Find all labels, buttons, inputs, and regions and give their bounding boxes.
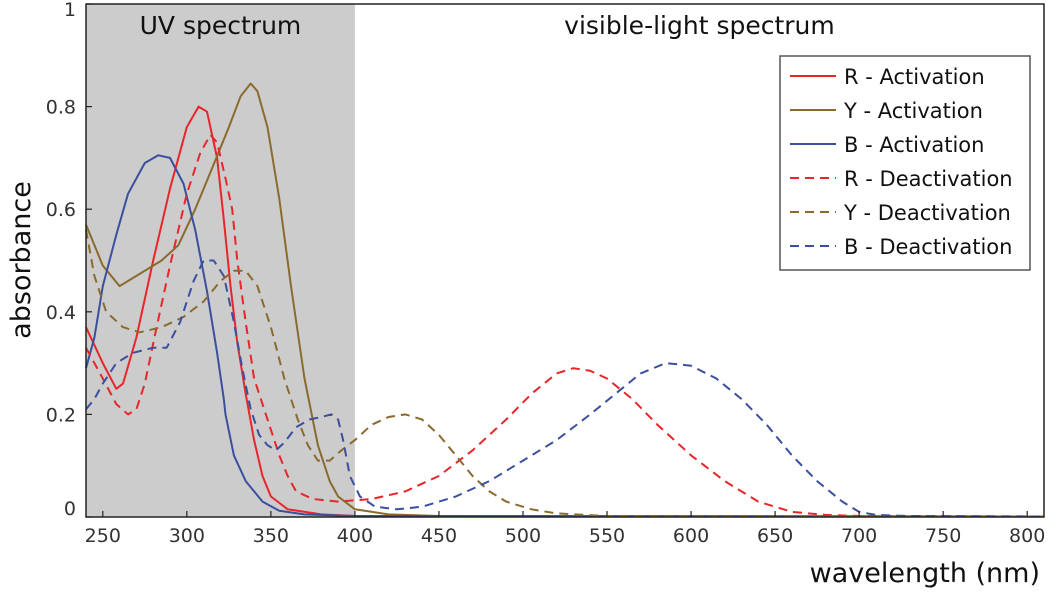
y-axis-label: absorbance: [6, 181, 37, 339]
x-tick-label-11: 800: [1009, 525, 1045, 547]
y-tick-label-4: 0.8: [46, 97, 76, 119]
x-tick-label-2: 350: [253, 525, 289, 547]
y-tick-label-5: 1: [64, 0, 76, 21]
legend-label-4: Y - Deactivation: [843, 201, 1011, 225]
region-label-0: UV spectrum: [140, 11, 302, 40]
x-tick-label-3: 400: [337, 525, 373, 547]
legend-label-0: R - Activation: [844, 65, 985, 89]
series-line-5: [85, 259, 1045, 518]
legend-box: [779, 55, 1031, 271]
x-tick-label-1: 300: [169, 525, 205, 547]
series-line-3: [85, 133, 1045, 518]
x-tick-label-4: 450: [421, 525, 457, 547]
plot-frame: [85, 3, 1045, 518]
series-line-2: [85, 154, 1045, 518]
legend-label-5: B - Deactivation: [844, 235, 1012, 259]
legend-label-3: R - Deactivation: [844, 167, 1013, 191]
y-tick-label-3: 0.6: [46, 199, 76, 221]
y-tick-label-1: 0.2: [46, 404, 76, 426]
series-line-0: [85, 105, 1044, 518]
x-tick-label-0: 250: [85, 525, 121, 547]
x-tick-label-5: 500: [505, 525, 541, 547]
x-tick-label-9: 700: [841, 525, 877, 547]
y-axis: 0 0.2 0.4 0.6 0.8 1: [46, 0, 92, 520]
y-tick-label-0: 0: [64, 498, 76, 520]
series-line-4: [85, 229, 1045, 518]
x-tick-label-7: 600: [673, 525, 709, 547]
legend: R - Activation Y - Activation B - Activati…: [779, 55, 1031, 271]
series-line-1: [85, 82, 1045, 518]
region-0: [86, 4, 355, 517]
x-tick-label-10: 750: [925, 525, 961, 547]
y-tick-label-2: 0.4: [46, 302, 76, 324]
legend-label-2: B - Activation: [844, 133, 984, 157]
region-label-1: visible-light spectrum: [564, 11, 835, 40]
x-tick-label-6: 550: [589, 525, 625, 547]
x-axis: 250 300 350 400 450 500 550 600 650 700 750 800: [85, 511, 1045, 547]
series-lines: [85, 82, 1045, 518]
legend-label-1: Y - Activation: [843, 99, 983, 123]
x-axis-label: wavelength (nm): [810, 558, 1040, 589]
x-tick-label-8: 650: [757, 525, 793, 547]
